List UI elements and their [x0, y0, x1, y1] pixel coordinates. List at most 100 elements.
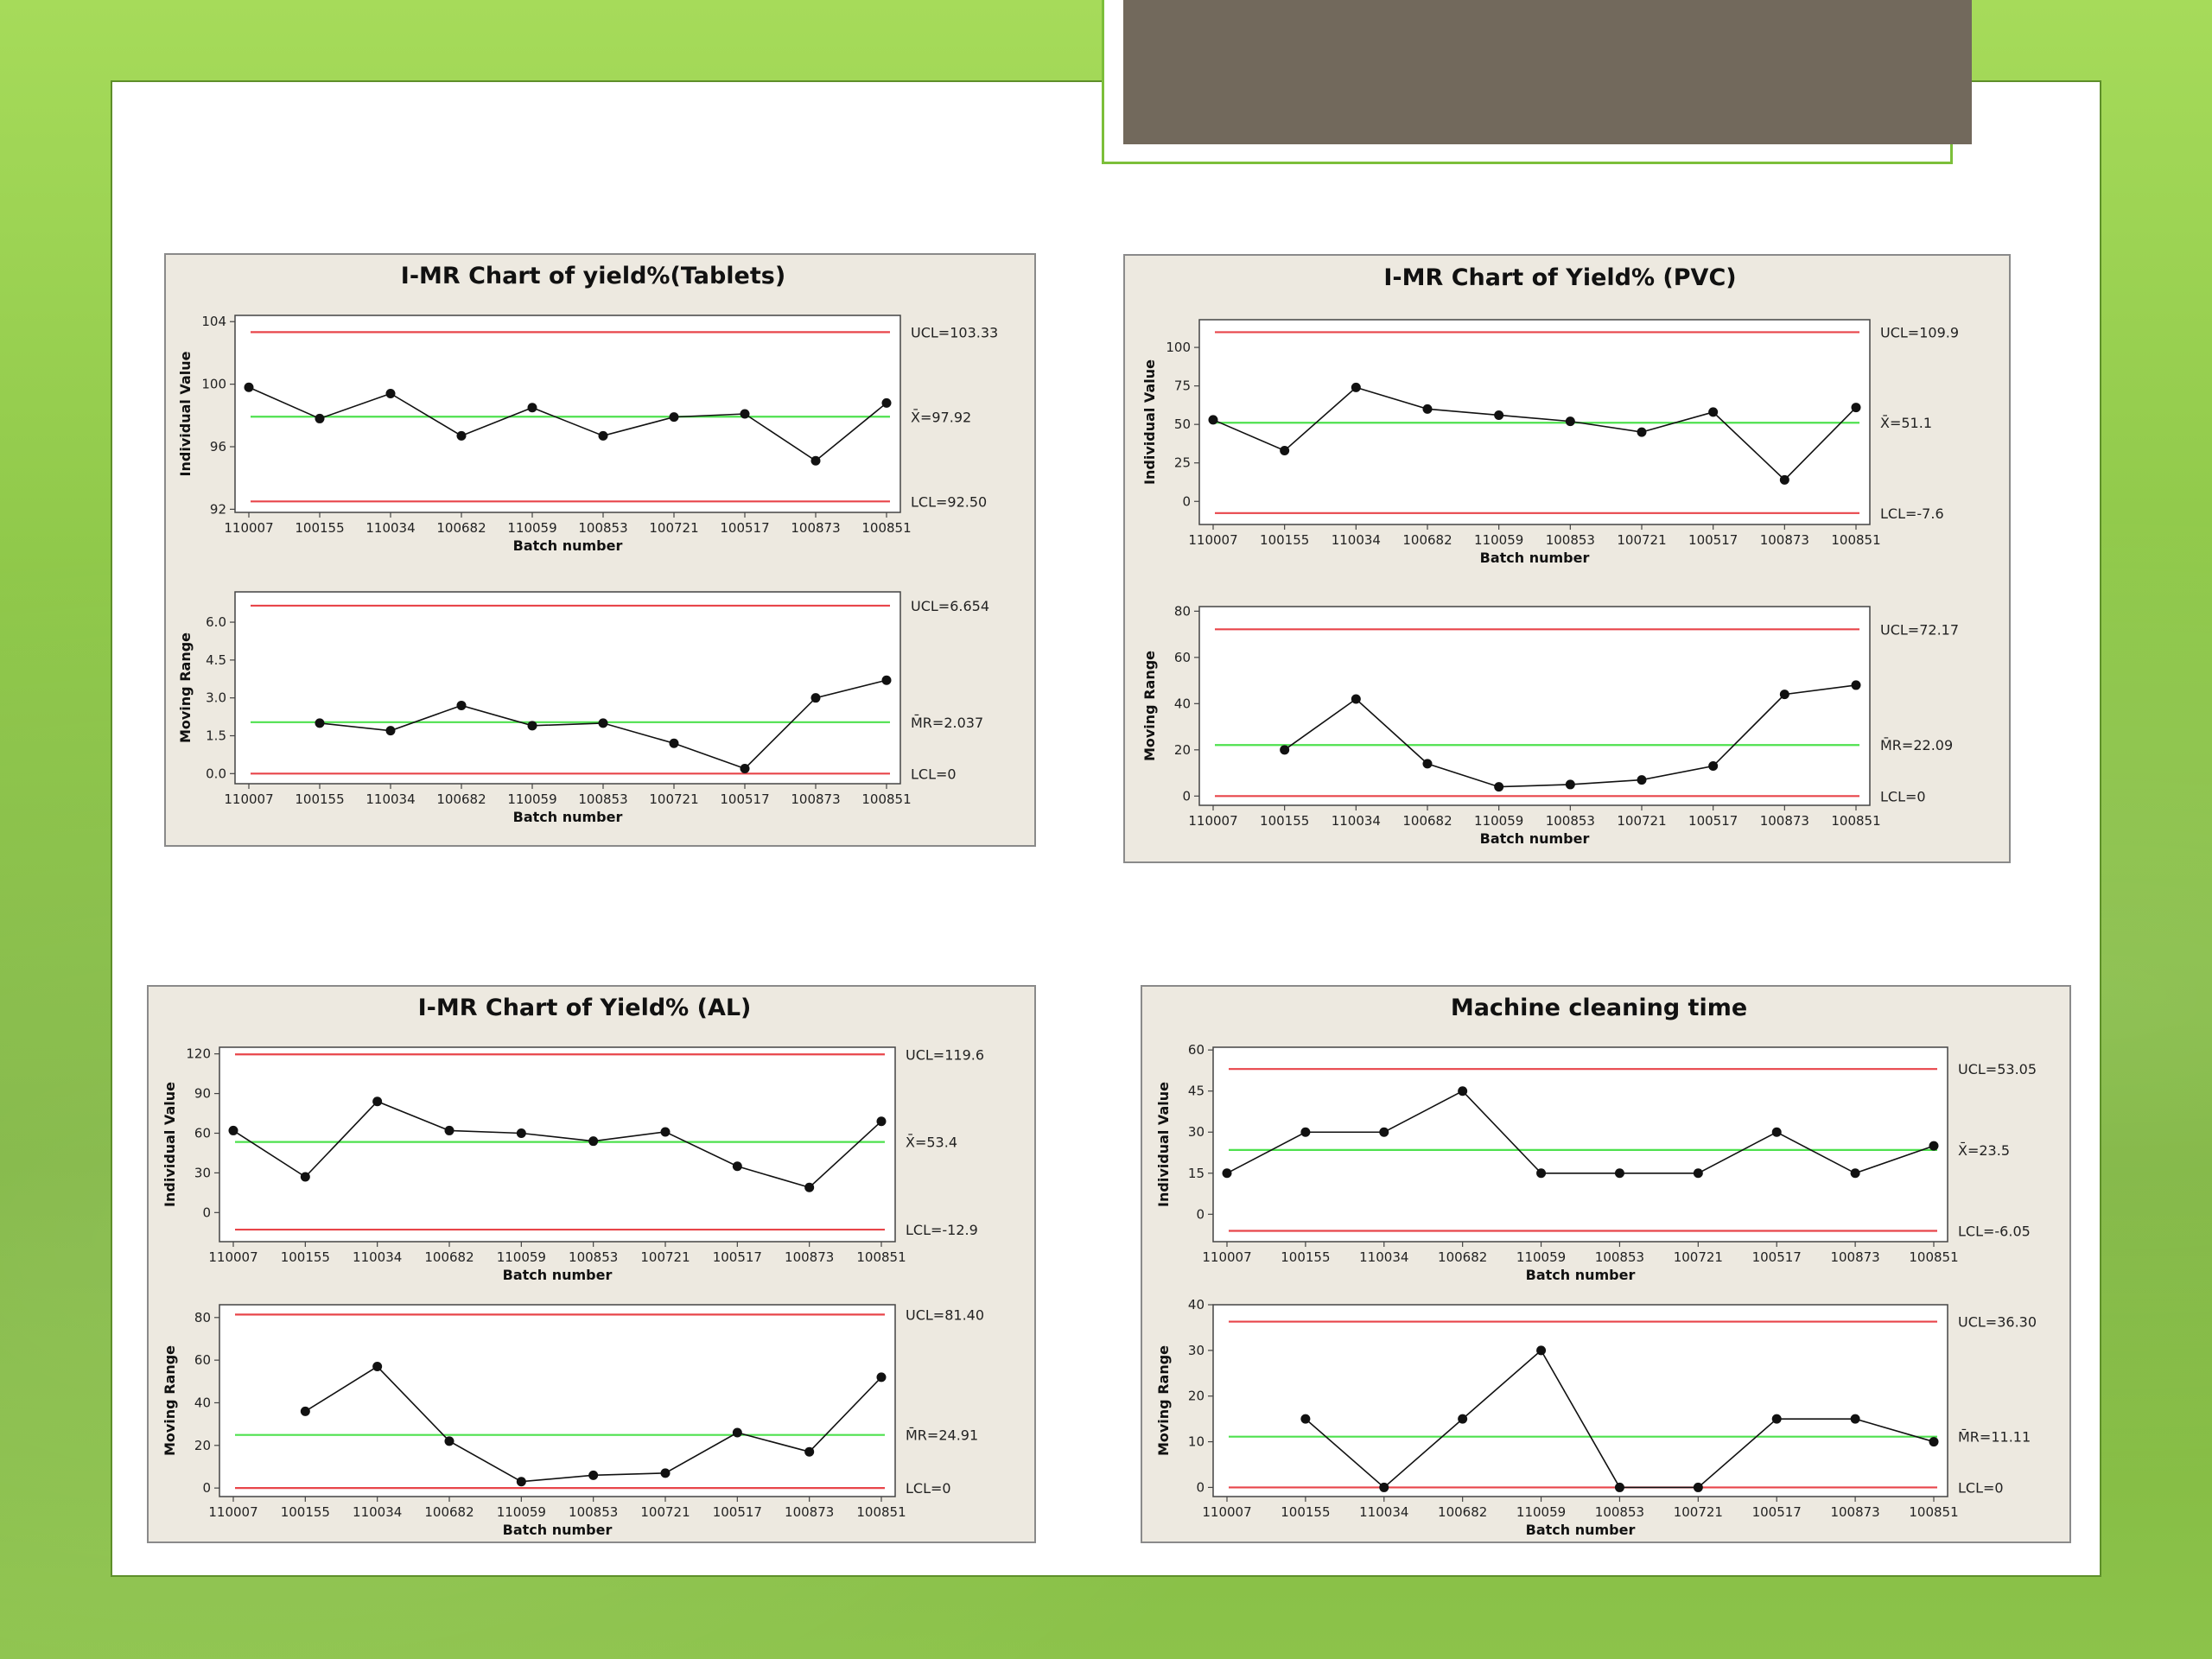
pvc-individual-xtick-label: 110034	[1332, 532, 1381, 548]
cleaning-individual-xtick-label: 100517	[1752, 1249, 1802, 1265]
pvc-individual-data-point	[1422, 404, 1433, 414]
cleaning-individual-xtick-label: 100873	[1830, 1249, 1879, 1265]
pvc-individual-data-point	[1637, 427, 1647, 437]
tablets-moving-range-xtick-label: 100851	[861, 791, 911, 807]
tablets-individual-xtick-label: 100851	[861, 520, 911, 536]
pvc-individual-ytick-label: 0	[1182, 493, 1191, 509]
pvc-individual-data-point	[1351, 382, 1361, 392]
pvc-individual-data-point	[1779, 474, 1789, 485]
al-individual-data-point	[876, 1116, 887, 1127]
al-moving-range-data-point	[372, 1362, 383, 1372]
tablets-moving-range-ytick-label: 6.0	[206, 614, 226, 630]
pvc-individual-series-line	[1212, 386, 1857, 481]
cleaning-moving-range-data-point	[1614, 1482, 1624, 1492]
al-individual-xtick-label: 110034	[353, 1249, 402, 1265]
tablets-moving-range-xtick-label: 110034	[365, 791, 415, 807]
tablets-moving-range-data-point	[598, 718, 608, 728]
tablets-moving-range-data-point	[385, 726, 396, 736]
pvc-individual-xtick-label: 100851	[1831, 532, 1880, 548]
pvc-moving-range-ucl-label: UCL=72.17	[1880, 621, 1959, 638]
pvc-moving-range-data-point	[1637, 775, 1647, 785]
tablets-moving-range-ucl-label: UCL=6.654	[911, 598, 989, 614]
tablets-individual-data-point	[456, 430, 467, 441]
cleaning-moving-range-ytick-label: 40	[1188, 1297, 1205, 1313]
chart-panel-al: I-MR Chart of Yield% (AL) 0 30 60 90 120 11000…	[147, 985, 1036, 1543]
cleaning-moving-range-data-point	[1458, 1414, 1468, 1424]
al-individual-lcl-label: LCL=-12.9	[906, 1222, 978, 1238]
tablets-individual-xtick-label: 100873	[791, 520, 840, 536]
pvc-individual-xtick-label: 100721	[1617, 532, 1666, 548]
al-individual-ytick-label: 60	[194, 1125, 211, 1141]
al-moving-range-data-point	[804, 1446, 815, 1457]
cleaning-moving-range-data-point	[1300, 1414, 1311, 1424]
al-moving-range-ytick-label: 80	[194, 1310, 211, 1325]
cleaning-individual-ytick-label: 15	[1188, 1166, 1205, 1181]
chart-svg-al: I-MR Chart of Yield% (AL) 0 30 60 90 120 11000…	[162, 995, 984, 1538]
pvc-individual-ylabel: Individual Value	[1141, 359, 1158, 485]
cleaning-moving-range-ucl-label: UCL=36.30	[1958, 1314, 2037, 1331]
al-moving-range-ytick-label: 40	[194, 1395, 211, 1410]
tablets-individual-ylabel: Individual Value	[177, 351, 194, 476]
cleaning-moving-range-ytick-label: 30	[1188, 1343, 1205, 1358]
al-individual-data-point	[804, 1182, 815, 1192]
tablets-moving-range-plot-area	[234, 591, 901, 785]
chart-panel-tablets: I-MR Chart of yield%(Tablets) 92 96 100 104 1…	[164, 253, 1036, 847]
pvc-moving-range-data-point	[1422, 759, 1433, 769]
cleaning-individual-xtick-label: 100155	[1281, 1249, 1330, 1265]
tablets-moving-range-xtick-label: 100517	[720, 791, 769, 807]
cleaning-individual-data-point	[1379, 1127, 1389, 1137]
al-individual-data-point	[300, 1172, 310, 1182]
al-moving-range-ytick-label: 20	[194, 1438, 211, 1453]
pvc-individual-xtick-label: 100155	[1260, 532, 1309, 548]
cleaning-individual-xtick-label: 110007	[1202, 1249, 1251, 1265]
cleaning-moving-range-plot-area	[1212, 1304, 1948, 1497]
al-moving-range-ytick-label: 60	[194, 1352, 211, 1368]
tablets-moving-range-xtick-label: 110007	[224, 791, 273, 807]
al-individual-xtick-label: 100682	[424, 1249, 474, 1265]
cleaning-individual-xtick-label: 100851	[1909, 1249, 1958, 1265]
al-individual-data-point	[660, 1127, 671, 1137]
tablets-moving-range-xtick-label: 100155	[295, 791, 344, 807]
cleaning-individual-data-point	[1222, 1168, 1232, 1179]
tablets-individual-xtick-label: 100721	[649, 520, 698, 536]
al-individual-ylabel: Individual Value	[162, 1082, 178, 1207]
tablets-individual-ytick-label: 104	[201, 314, 226, 329]
pvc-moving-range-xtick-label: 100721	[1617, 813, 1666, 829]
pvc-moving-range-xtick-label: 110007	[1188, 813, 1237, 829]
al-individual-xtick-label: 100721	[640, 1249, 690, 1265]
pvc-moving-range-ytick-label: 80	[1174, 603, 1191, 619]
al-moving-range-plot-area	[219, 1304, 896, 1497]
pvc-individual-xtick-label: 110007	[1188, 532, 1237, 548]
chart-panel-pvc: I-MR Chart of Yield% (PVC) 0 25 50 75 100 1100…	[1123, 254, 2011, 863]
tablets-moving-range-data-point	[669, 738, 679, 748]
cleaning-individual-ytick-label: 0	[1196, 1206, 1205, 1222]
cleaning-individual-data-point	[1850, 1168, 1860, 1179]
al-individual-xlabel: Batch number	[503, 1267, 613, 1283]
tablets-individual-xtick-label: 110059	[507, 520, 556, 536]
cleaning-individual-ucl-label: UCL=53.05	[1958, 1061, 2037, 1077]
al-individual-xtick-label: 100517	[713, 1249, 762, 1265]
al-moving-range-xtick-label: 110034	[353, 1504, 402, 1520]
pvc-individual-data-point	[1708, 407, 1719, 417]
cleaning-moving-range-xtick-label: 110059	[1516, 1504, 1566, 1520]
pvc-individual-ucl-label: UCL=109.9	[1880, 324, 1959, 340]
cleaning-moving-range-xtick-label: 100721	[1674, 1504, 1723, 1520]
pvc-moving-range-data-point	[1708, 761, 1719, 772]
tablets-individual-data-point	[740, 409, 750, 419]
chart-svg-pvc: I-MR Chart of Yield% (PVC) 0 25 50 75 100 1100…	[1141, 264, 1959, 847]
pvc-moving-range-xtick-label: 100853	[1546, 813, 1595, 829]
tablets-moving-range-data-point	[315, 718, 325, 728]
al-individual-data-point	[516, 1128, 526, 1138]
pvc-individual-xtick-label: 100873	[1760, 532, 1809, 548]
tablets-moving-range-xtick-label: 100721	[649, 791, 698, 807]
tablets-moving-range-data-point	[810, 693, 821, 703]
cleaning-moving-range-xtick-label: 110007	[1202, 1504, 1251, 1520]
tablets-individual-data-point	[669, 412, 679, 423]
cleaning-individual-xtick-label: 110059	[1516, 1249, 1566, 1265]
cleaning-moving-range-ytick-label: 0	[1196, 1479, 1205, 1495]
cleaning-moving-range-data-point	[1771, 1414, 1782, 1424]
pvc-moving-range-data-point	[1851, 680, 1861, 690]
cleaning-individual-ylabel: Individual Value	[1155, 1082, 1172, 1207]
cleaning-moving-range-ytick-label: 20	[1188, 1389, 1205, 1404]
al-moving-range-data-point	[660, 1468, 671, 1478]
